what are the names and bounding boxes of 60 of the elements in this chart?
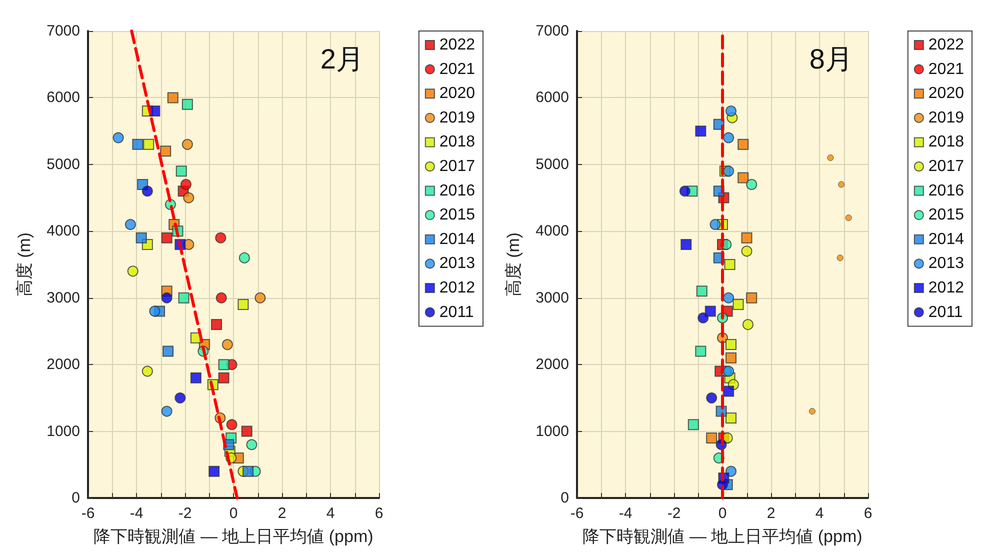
legend-label: 2018 <box>439 134 476 151</box>
legend-label: 2016 <box>439 182 476 200</box>
y-tick-label: 1000 <box>46 422 80 440</box>
legend-label: 2011 <box>439 304 474 321</box>
x-tick-label: 6 <box>374 505 384 522</box>
y-tick-label: 7000 <box>536 22 569 40</box>
x-tick-label: -6 <box>570 505 584 522</box>
y-tick-label: 4000 <box>46 222 80 240</box>
y-tick-label: 2000 <box>46 356 80 374</box>
legend-label: 2017 <box>928 158 964 175</box>
y-tick-label: 3000 <box>46 289 80 306</box>
legend-label: 2013 <box>439 255 476 272</box>
legend-label: 2014 <box>928 230 964 248</box>
legend-label: 2011 <box>928 304 963 321</box>
y-tick-label: 7000 <box>46 22 80 40</box>
legend-label: 2015 <box>439 206 476 224</box>
legend-label: 2016 <box>928 182 964 200</box>
legend-label: 2015 <box>928 206 964 224</box>
y-tick-label: 0 <box>560 490 569 506</box>
x-tick-label: -4 <box>130 505 144 522</box>
x-axis-title: 降下時観測値 — 地上日平均値 (ppm) <box>582 527 862 546</box>
legend-label: 2019 <box>439 109 476 126</box>
chart-title: 8月 <box>809 44 854 74</box>
legend-label: 2012 <box>928 280 964 296</box>
legend-label: 2021 <box>439 60 476 78</box>
y-tick-label: 3000 <box>536 289 569 306</box>
y-tick-label: 2000 <box>536 356 569 374</box>
x-tick-label: 6 <box>864 505 872 522</box>
x-tick-label: -2 <box>178 505 192 522</box>
x-tick-label: 2 <box>278 505 286 522</box>
x-tick-label: -4 <box>618 505 632 522</box>
legend-label: 2017 <box>439 158 476 175</box>
y-tick-label: 0 <box>72 490 80 506</box>
y-tick-label: 5000 <box>536 156 569 173</box>
legend-label: 2020 <box>928 85 964 102</box>
legend-label: 2022 <box>928 36 964 54</box>
y-tick-label: 6000 <box>46 89 80 106</box>
y-axis-title: 高度 (m) <box>504 232 523 297</box>
x-tick-label: 2 <box>766 505 776 522</box>
x-tick-label: -6 <box>81 505 95 522</box>
x-tick-label: 4 <box>815 505 824 522</box>
x-tick-label: 4 <box>326 505 335 522</box>
legend-label: 2019 <box>928 109 964 126</box>
y-tick-label: 5000 <box>46 156 80 173</box>
chart-title: 2月 <box>320 44 364 74</box>
legend-label: 2022 <box>439 36 476 54</box>
x-tick-label: 0 <box>229 505 238 522</box>
legend-label: 2020 <box>439 85 476 102</box>
legend-label: 2012 <box>439 280 476 296</box>
legend-label: 2014 <box>439 230 476 248</box>
x-tick-label: -2 <box>667 505 681 522</box>
legend-label: 2013 <box>928 255 964 272</box>
x-tick-label: 0 <box>718 505 727 522</box>
x-axis-title: 降下時観測値 — 地上日平均値 (ppm) <box>94 527 374 546</box>
legend-label: 2018 <box>928 134 964 151</box>
y-axis-title: 高度 (m) <box>15 232 34 297</box>
y-tick-label: 6000 <box>536 89 569 106</box>
y-tick-label: 1000 <box>536 422 569 440</box>
y-tick-label: 4000 <box>536 222 569 240</box>
legend-label: 2021 <box>928 60 964 78</box>
